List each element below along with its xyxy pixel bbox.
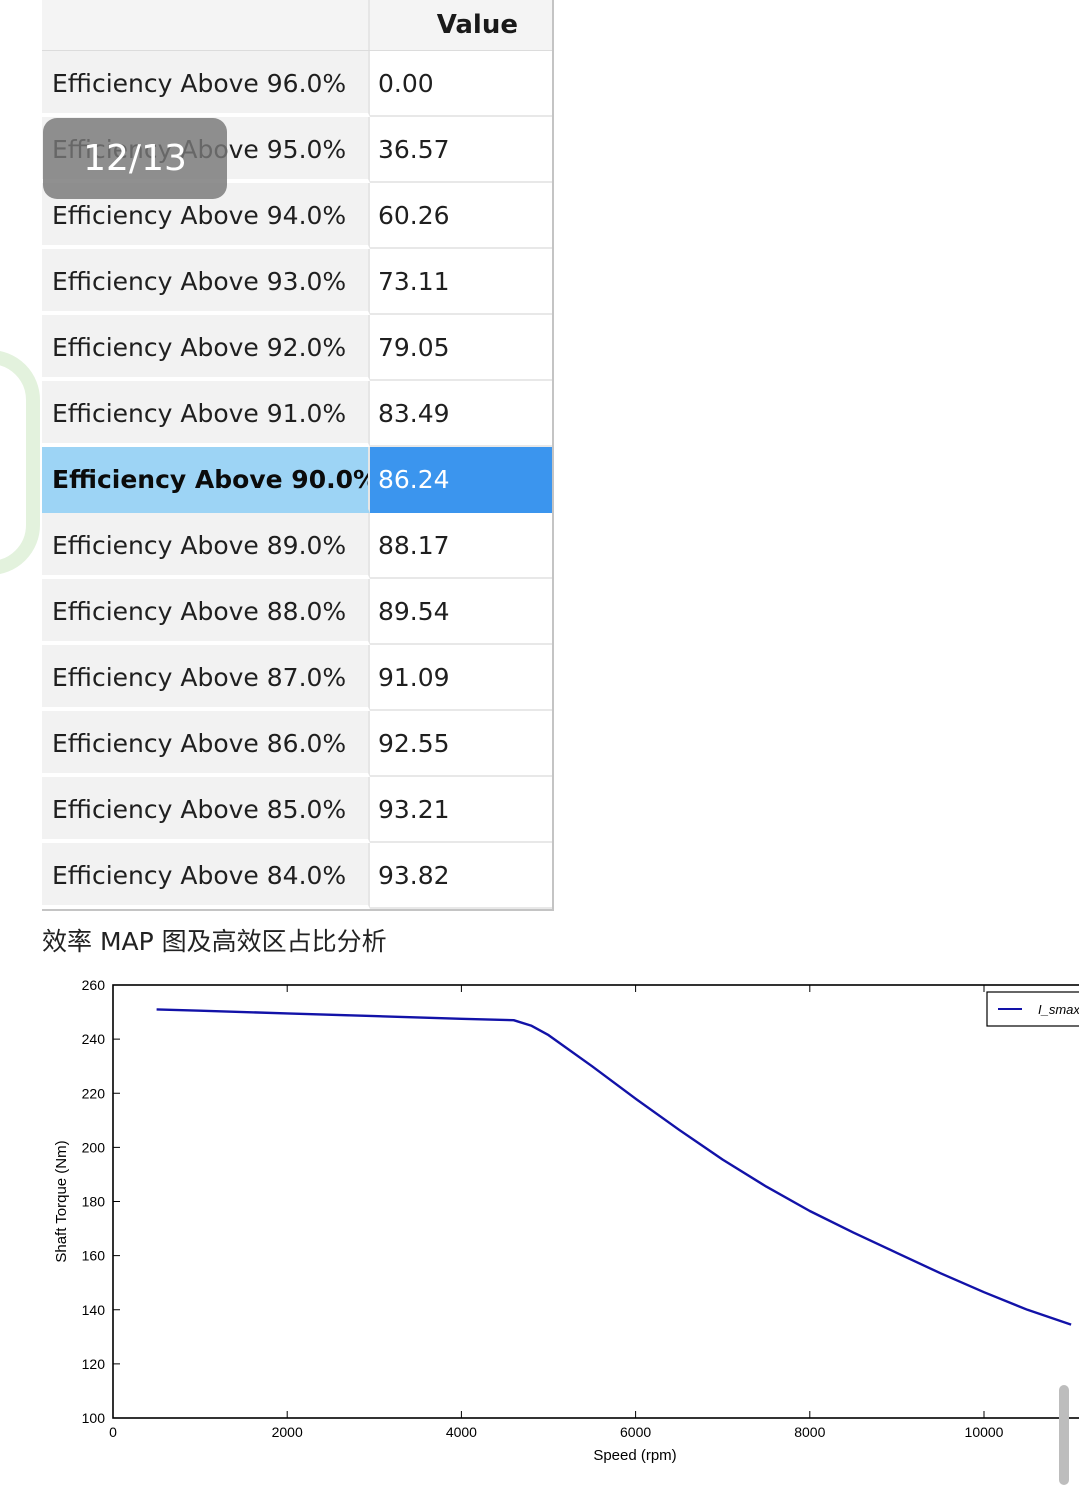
table-row[interactable]: Efficiency Above 89.0% 88.17 (42, 513, 552, 579)
row-value: 60.26 (370, 183, 552, 249)
y-tick-label: 200 (82, 1139, 106, 1155)
x-tick-label: 4000 (446, 1424, 477, 1440)
y-axis-label: Shaft Torque (Nm) (53, 1140, 70, 1262)
row-label: Efficiency Above 87.0% (42, 645, 370, 711)
row-value: 83.49 (370, 381, 552, 447)
efficiency-table: Value Efficiency Above 96.0%0.00Efficien… (42, 0, 554, 911)
caption-text: 效率 MAP 图及高效区占比分析 (42, 927, 387, 956)
table-row[interactable]: Efficiency Above 86.0% 92.55 (42, 711, 552, 777)
y-tick-label: 260 (82, 977, 106, 993)
row-label: Efficiency Above 86.0% (42, 711, 370, 777)
series-line (156, 1008, 1072, 1326)
row-value: 0.00 (370, 51, 552, 117)
table-row[interactable]: Efficiency Above 93.0% 73.11 (42, 249, 552, 315)
row-label: Efficiency Above 90.0% (42, 447, 370, 513)
header-name-cell (42, 0, 370, 50)
row-label: Efficiency Above 85.0% (42, 777, 370, 843)
row-value: 89.54 (370, 579, 552, 645)
row-value: 93.21 (370, 777, 552, 843)
torque-speed-chart: 100 120 140 160 180 200 220 240 260 0 2000 4000 6000… (53, 977, 1079, 1464)
y-tick-label: 240 (82, 1031, 106, 1047)
row-label: Efficiency Above 93.0% (42, 249, 370, 315)
table-row[interactable]: Efficiency Above 85.0% 93.21 (42, 777, 552, 843)
y-tick-label: 120 (82, 1356, 106, 1372)
row-label: Efficiency Above 84.0% (42, 843, 370, 909)
x-tick-label: 8000 (794, 1424, 825, 1440)
table-row[interactable]: Efficiency Above 90.0% 86.24 (42, 447, 552, 513)
legend-label: I_smax = (1038, 1002, 1079, 1017)
row-value: 93.82 (370, 843, 552, 909)
row-label: Efficiency Above 88.0% (42, 579, 370, 645)
watermark-shape (0, 350, 40, 575)
x-tick-label: 0 (109, 1424, 117, 1440)
row-label: Efficiency Above 89.0% (42, 513, 370, 579)
x-axis-label: Speed (rpm) (593, 1447, 676, 1464)
header-value-cell[interactable]: Value (370, 0, 552, 50)
x-tick-label: 6000 (620, 1424, 651, 1440)
table-row[interactable]: Efficiency Above 96.0% 0.00 (42, 51, 552, 117)
table-row[interactable]: Efficiency Above 87.0% 91.09 (42, 645, 552, 711)
table-row[interactable]: Efficiency Above 88.0% 89.54 (42, 579, 552, 645)
x-tick-label: 10000 (965, 1424, 1004, 1440)
row-value: 73.11 (370, 249, 552, 315)
row-value: 88.17 (370, 513, 552, 579)
row-value: 92.55 (370, 711, 552, 777)
table-body: Efficiency Above 96.0%0.00Efficiency Abo… (42, 51, 552, 909)
row-value: 91.09 (370, 645, 552, 711)
y-tick-label: 220 (82, 1085, 106, 1101)
y-tick-label: 140 (82, 1302, 106, 1318)
x-tick-label: 2000 (272, 1424, 303, 1440)
table-header: Value (42, 0, 552, 51)
table-row[interactable]: Efficiency Above 92.0% 79.05 (42, 315, 552, 381)
plot-frame (112, 984, 1079, 1419)
row-value: 36.57 (370, 117, 552, 183)
row-label: Efficiency Above 91.0% (42, 381, 370, 447)
page-counter: 12/13 (43, 118, 227, 199)
row-value: 79.05 (370, 315, 552, 381)
table-row[interactable]: Efficiency Above 91.0% 83.49 (42, 381, 552, 447)
y-tick-label: 100 (82, 1410, 106, 1426)
row-label: Efficiency Above 96.0% (42, 51, 370, 117)
table-row[interactable]: Efficiency Above 84.0% 93.82 (42, 843, 552, 909)
row-label: Efficiency Above 92.0% (42, 315, 370, 381)
row-value: 86.24 (370, 447, 552, 513)
vertical-scrollbar[interactable] (1059, 1385, 1069, 1485)
y-tick-label: 180 (82, 1194, 106, 1210)
y-tick-label: 160 (82, 1248, 106, 1264)
